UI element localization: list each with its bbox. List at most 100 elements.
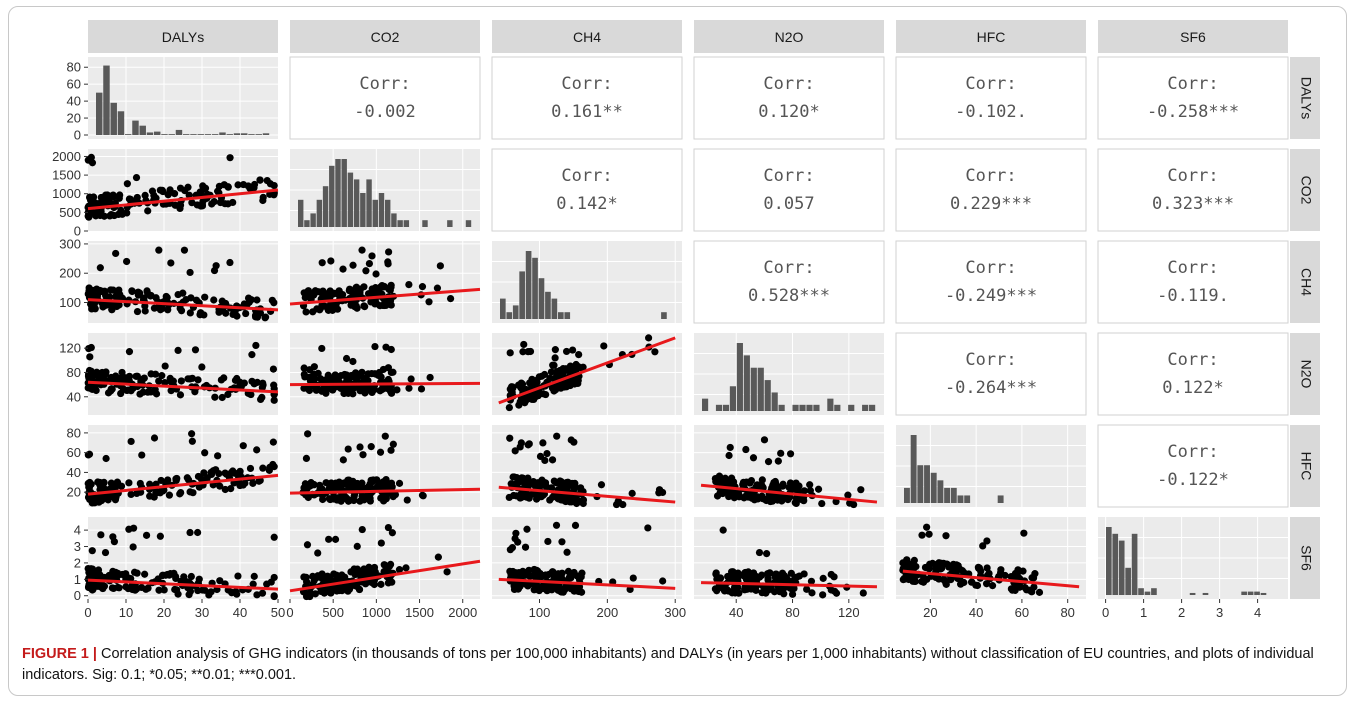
data-point [306,592,314,601]
data-point [304,430,312,438]
corr-label: Corr: [561,166,612,186]
data-point [326,293,334,302]
data-point [388,529,396,537]
y-tick-label-dalys: 20 [67,111,81,126]
data-point [522,480,530,488]
corr-label: Corr: [1167,442,1218,462]
data-point [746,479,754,487]
data-point [270,396,278,404]
data-point [764,458,773,466]
data-point [367,476,375,484]
data-point [577,573,585,581]
data-point [189,489,197,497]
data-point [520,340,528,349]
data-point [194,472,203,481]
data-point [355,585,363,593]
data-point [150,493,158,501]
histogram-bar [366,179,372,227]
data-point [234,181,242,189]
data-point [211,393,219,401]
data-point [576,497,584,506]
corr-value-n2o-dalys: 0.120* [758,102,819,122]
data-point [325,535,333,543]
data-point [713,587,721,595]
figure-label: FIGURE 1 | [22,646,97,662]
data-point [391,490,400,499]
data-point [210,296,218,304]
histogram-bar [764,380,771,411]
data-point [253,296,261,304]
data-point [96,571,104,579]
histogram-bar [806,404,813,411]
data-point [187,572,195,581]
histogram-bar [1247,591,1254,595]
data-point [393,386,401,394]
data-point [725,451,733,460]
x-tick-label-co2: 500 [322,605,344,620]
data-point [628,489,636,497]
corr-value-sf6-co2: 0.323*** [1152,194,1234,214]
data-point [345,585,354,593]
corr-label: Corr: [763,166,814,186]
data-point [379,478,388,486]
column-strip-label-dalys: DALYs [162,29,205,45]
data-point [1030,583,1038,591]
data-point [218,393,226,402]
data-point [216,482,224,490]
x-tick-label-dalys: 50 [271,605,285,620]
data-point [629,574,637,582]
data-point [521,399,529,407]
column-strip-label-ch4: CH4 [573,29,601,45]
histogram-bar [233,133,241,135]
corr-value-sf6-n2o: 0.122* [1162,378,1223,398]
data-point [334,484,342,492]
data-point [536,570,544,578]
data-point [343,371,351,379]
data-point [161,362,169,370]
data-point [226,154,234,162]
data-point [210,197,218,206]
data-point [123,257,131,266]
histogram-bar [204,134,212,135]
data-point [116,191,124,199]
data-point [258,589,267,597]
data-point [224,390,232,399]
data-point [389,440,397,448]
row-strip-sf6 [1290,517,1320,599]
fit-line [289,559,481,593]
data-point [128,287,136,296]
data-point [800,487,808,495]
data-point [318,344,326,353]
row-strip-label-co2: CO2 [1298,176,1314,205]
data-point [253,446,261,454]
histogram-bar [226,134,233,135]
histogram-bar [551,298,558,319]
data-point [133,569,141,577]
column-strip-dalys [88,20,278,53]
corr-panel-sf6-n2o [1097,332,1289,416]
data-point [758,483,766,491]
data-point [186,528,194,537]
data-point [712,569,720,577]
fit-line [87,380,279,394]
data-point [371,370,379,378]
data-point [779,480,787,488]
histogram-bar [1202,592,1209,595]
data-point [771,571,779,579]
data-point [125,195,133,203]
corr-panel-n2o-co2 [693,148,885,232]
data-point [433,284,442,292]
data-point [158,186,166,194]
data-point [216,577,224,585]
data-point [379,365,388,374]
data-point [359,451,367,459]
data-point [716,473,724,481]
corr-value-sf6-ch4: -0.119. [1157,286,1229,306]
data-point [112,249,120,258]
data-point [514,538,522,546]
corr-value-sf6-dalys: -0.258*** [1147,102,1239,122]
x-tick-label-hfc: 60 [1015,605,1029,620]
data-point [376,448,385,456]
x-tick-label-ch4: 200 [597,605,619,620]
histogram-bar [125,134,132,135]
